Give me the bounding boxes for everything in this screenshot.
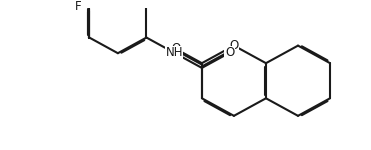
Text: O: O (229, 39, 239, 52)
Text: F: F (75, 0, 81, 13)
Text: O: O (171, 42, 181, 56)
Text: NH: NH (165, 46, 183, 59)
Text: O: O (225, 46, 234, 59)
